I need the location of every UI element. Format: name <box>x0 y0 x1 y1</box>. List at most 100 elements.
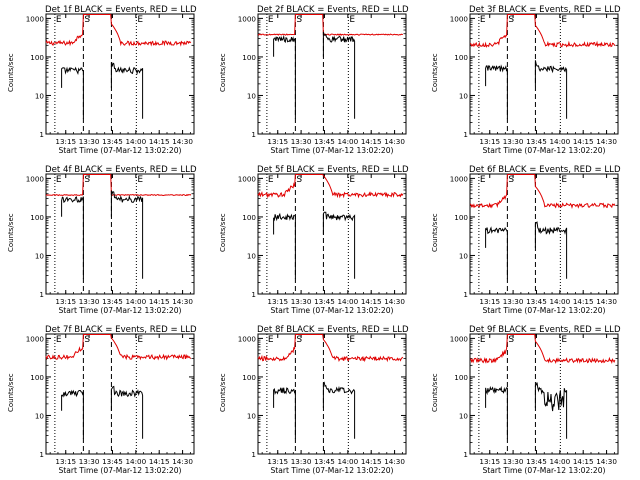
events-series-line <box>273 212 296 279</box>
marker-label: E <box>268 335 274 345</box>
plot-frame <box>469 13 619 135</box>
marker-label: S <box>296 175 302 185</box>
panel-det-3: Det 3f BLACK = Events, RED = LLD Counts/s… <box>431 5 621 155</box>
x-tick-label: 13:30 <box>79 457 100 466</box>
x-tick-label: 14:15 <box>361 297 382 306</box>
panel-det-8: Det 8f BLACK = Events, RED = LLD Counts/s… <box>219 325 409 475</box>
lld-series-line <box>45 334 192 361</box>
y-axis-label: Counts/sec <box>219 373 227 412</box>
marker-label: S <box>508 335 514 345</box>
panel-title: Det 5f BLACK = Events, RED = LLD <box>257 165 409 175</box>
x-axis-label: Start Time (07-Mar-12 13:02:20) <box>58 306 181 315</box>
plot-frame <box>257 333 407 455</box>
x-tick-label: 13:30 <box>291 137 312 146</box>
marker-label: E <box>561 15 567 25</box>
y-tick-label: 100 <box>30 213 44 222</box>
x-tick-label: 14:15 <box>573 457 594 466</box>
events-series-line <box>534 60 568 119</box>
x-tick-label: 14:00 <box>125 457 146 466</box>
x-tick-label: 14:00 <box>337 457 358 466</box>
y-tick-label: 100 <box>30 373 44 382</box>
y-tick-label: 10 <box>35 411 45 420</box>
marker-label: E <box>268 175 274 185</box>
events-series-line <box>273 34 296 119</box>
x-tick-label: 14:15 <box>573 137 594 146</box>
x-tick-label: 13:45 <box>314 457 335 466</box>
x-axis-label: Start Time (07-Mar-12 13:02:20) <box>270 466 393 475</box>
panel-title: Det 3f BLACK = Events, RED = LLD <box>469 5 621 15</box>
panel-title: Det 6f BLACK = Events, RED = LLD <box>469 165 621 175</box>
y-axis-label: Counts/sec <box>431 53 439 92</box>
x-tick-label: 13:30 <box>291 297 312 306</box>
marker-label: S <box>296 335 302 345</box>
y-tick-label: 1000 <box>26 174 45 183</box>
panel-det-2: Det 2f BLACK = Events, RED = LLD Counts/s… <box>219 5 409 155</box>
lld-series-line <box>45 174 192 197</box>
events-series-line <box>110 385 144 439</box>
events-series-line <box>485 226 508 279</box>
panel-title: Det 7f BLACK = Events, RED = LLD <box>45 325 197 335</box>
y-tick-label: 1000 <box>238 174 257 183</box>
y-axis-label: Counts/sec <box>7 53 15 92</box>
y-tick-label: 1 <box>39 290 44 299</box>
x-tick-label: 13:15 <box>55 457 76 466</box>
x-tick-label: 13:15 <box>479 297 500 306</box>
y-tick-label: 1 <box>463 290 468 299</box>
x-axis-label: Start Time (07-Mar-12 13:02:20) <box>270 306 393 315</box>
panel-title: Det 4f BLACK = Events, RED = LLD <box>45 165 197 175</box>
marker-label: S <box>296 15 302 25</box>
events-series-line <box>110 62 144 119</box>
y-tick-label: 10 <box>247 251 257 260</box>
x-axis-label: Start Time (07-Mar-12 13:02:20) <box>482 466 605 475</box>
marker-label: E <box>561 335 567 345</box>
x-tick-label: 14:30 <box>596 297 617 306</box>
x-tick-label: 14:00 <box>125 297 146 306</box>
x-tick-label: 13:15 <box>55 137 76 146</box>
x-tick-label: 13:45 <box>102 137 123 146</box>
y-tick-label: 1000 <box>238 14 257 23</box>
marker-label: E <box>480 335 486 345</box>
y-axis-label: Counts/sec <box>219 213 227 252</box>
x-tick-label: 14:15 <box>361 457 382 466</box>
x-tick-label: 14:15 <box>361 137 382 146</box>
panel-det-4: Det 4f BLACK = Events, RED = LLD Counts/s… <box>7 165 197 315</box>
x-tick-label: 13:45 <box>102 297 123 306</box>
x-tick-label: 14:00 <box>125 137 146 146</box>
lld-series-line <box>469 334 616 365</box>
x-tick-label: 14:15 <box>149 457 170 466</box>
x-tick-label: 13:30 <box>79 297 100 306</box>
panel-title: Det 8f BLACK = Events, RED = LLD <box>257 325 409 335</box>
x-tick-label: 14:00 <box>337 297 358 306</box>
x-tick-label: 14:30 <box>384 137 405 146</box>
x-tick-label: 13:30 <box>291 457 312 466</box>
events-series-line <box>534 221 568 279</box>
lld-series-line <box>257 174 404 199</box>
panel-title: Det 9f BLACK = Events, RED = LLD <box>469 325 621 335</box>
marker-label: E <box>56 175 62 185</box>
panel-title: Det 2f BLACK = Events, RED = LLD <box>257 5 409 15</box>
lld-series-line <box>257 14 403 36</box>
plot-frame <box>45 173 195 295</box>
events-series-line <box>61 389 84 439</box>
marker-label: E <box>349 175 355 185</box>
x-tick-label: 13:30 <box>503 137 524 146</box>
x-tick-label: 13:15 <box>267 137 288 146</box>
y-tick-label: 1000 <box>26 334 45 343</box>
y-tick-label: 1000 <box>238 334 257 343</box>
x-tick-label: 13:45 <box>314 297 335 306</box>
x-tick-label: 13:45 <box>526 297 547 306</box>
marker-label: E <box>561 175 567 185</box>
y-tick-label: 1 <box>251 290 256 299</box>
marker-label: E <box>480 175 486 185</box>
x-tick-label: 14:30 <box>172 457 193 466</box>
y-tick-label: 10 <box>35 251 45 260</box>
x-tick-label: 14:15 <box>573 297 594 306</box>
marker-label: E <box>56 15 62 25</box>
x-tick-label: 13:15 <box>267 297 288 306</box>
y-tick-label: 100 <box>454 53 468 62</box>
x-axis-label: Start Time (07-Mar-12 13:02:20) <box>58 146 181 155</box>
y-tick-label: 10 <box>459 251 469 260</box>
x-tick-label: 13:45 <box>526 457 547 466</box>
panel-det-7: Det 7f BLACK = Events, RED = LLD Counts/s… <box>7 325 197 475</box>
y-tick-label: 1 <box>39 130 44 139</box>
